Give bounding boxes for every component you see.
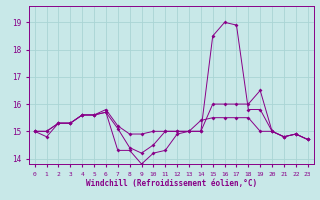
X-axis label: Windchill (Refroidissement éolien,°C): Windchill (Refroidissement éolien,°C) [86,179,257,188]
